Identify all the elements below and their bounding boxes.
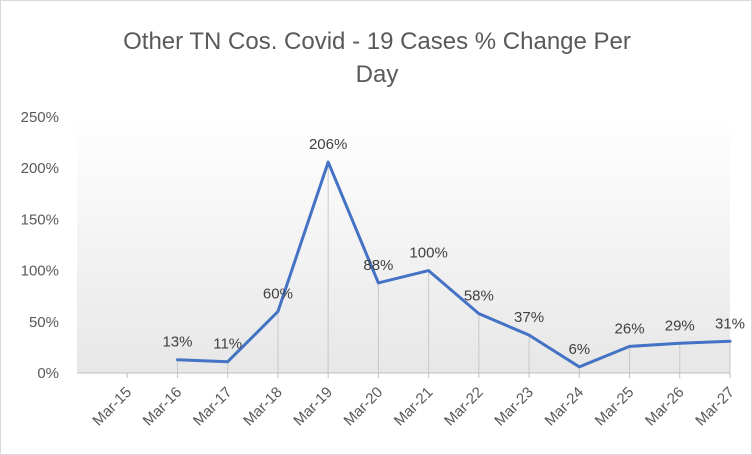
x-axis: Mar-15 Mar-16 Mar-17 Mar-18 Mar-19 Mar-20 Mar-… bbox=[89, 373, 738, 430]
x-tick-label: Mar-20 bbox=[341, 384, 387, 430]
y-tick-label: 200% bbox=[21, 160, 59, 177]
chart-title-line-2: Day bbox=[356, 61, 399, 88]
data-label: 58% bbox=[464, 288, 494, 305]
x-tick-label: Mar-22 bbox=[441, 384, 487, 430]
series-line bbox=[176, 160, 732, 369]
x-tick-label: Mar-19 bbox=[290, 384, 336, 430]
x-tick-label: Mar-24 bbox=[542, 384, 588, 430]
data-label: 26% bbox=[615, 320, 645, 337]
y-tick-label: 250% bbox=[21, 109, 59, 126]
data-label: 11% bbox=[213, 336, 242, 353]
x-tick-label: Mar-16 bbox=[140, 384, 186, 430]
y-tick-label: 100% bbox=[21, 263, 59, 280]
data-label: 60% bbox=[263, 286, 293, 303]
data-label: 6% bbox=[568, 341, 590, 358]
x-tick-label: Mar-26 bbox=[642, 384, 688, 430]
x-tick-label: Mar-17 bbox=[190, 384, 236, 430]
y-axis: 0% 50% 100% 150% 200% 250% bbox=[21, 109, 59, 382]
plot-area bbox=[77, 117, 730, 373]
x-tick-label: Mar-15 bbox=[89, 384, 135, 430]
data-label: 29% bbox=[665, 317, 695, 334]
x-tick-label: Mar-18 bbox=[240, 384, 286, 430]
data-label: 206% bbox=[309, 136, 347, 153]
data-label: 88% bbox=[363, 257, 393, 274]
y-tick-label: 0% bbox=[37, 365, 59, 382]
data-label: 13% bbox=[162, 334, 192, 351]
x-tick-label: Mar-25 bbox=[592, 384, 638, 430]
series bbox=[176, 160, 732, 369]
y-tick-label: 150% bbox=[21, 211, 59, 228]
data-label: 31% bbox=[715, 315, 745, 332]
x-tick-label: Mar-21 bbox=[391, 384, 437, 430]
data-labels: 13% 11% 60% 206% 88% 100% 58% 37% 6% 26% 29% 31% bbox=[162, 136, 745, 358]
data-label: 37% bbox=[514, 309, 544, 326]
x-tick-label: Mar-27 bbox=[692, 384, 738, 430]
chart-title-line-1: Other TN Cos. Covid - 19 Cases % Change … bbox=[123, 28, 631, 55]
x-tick-label: Mar-23 bbox=[491, 384, 537, 430]
y-tick-label: 50% bbox=[29, 314, 59, 331]
data-label: 100% bbox=[409, 245, 447, 262]
